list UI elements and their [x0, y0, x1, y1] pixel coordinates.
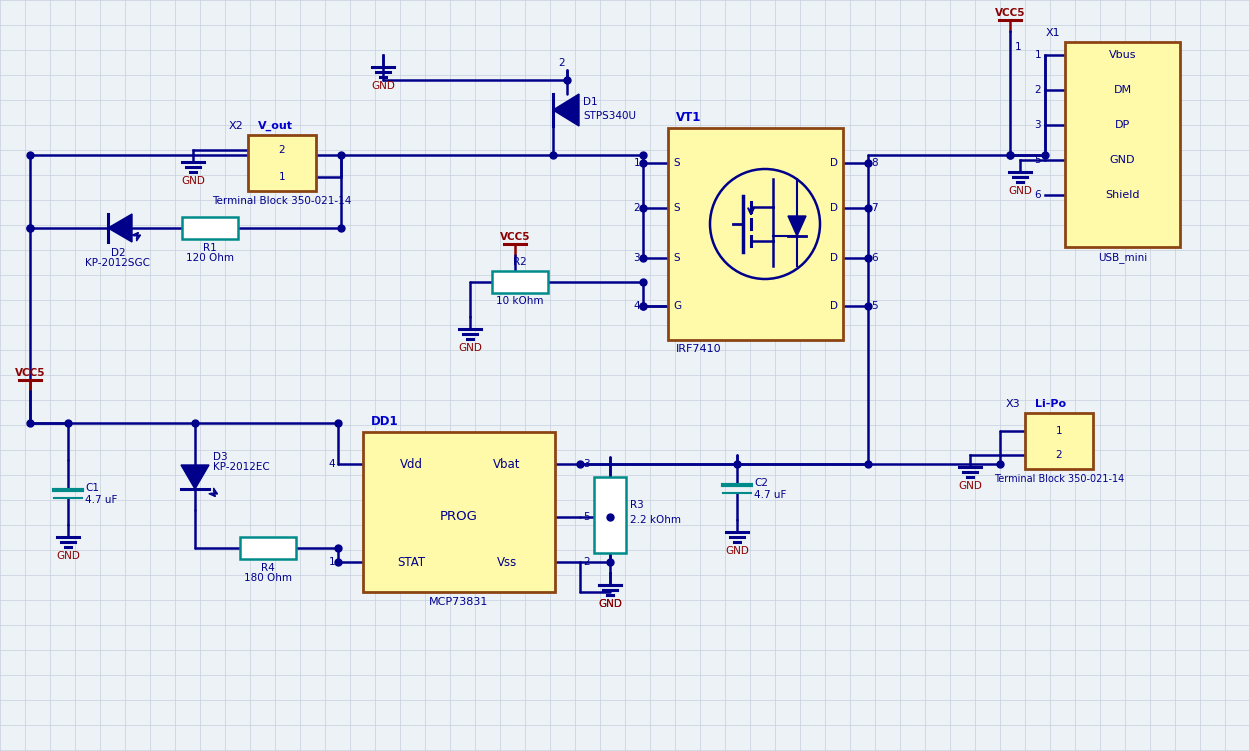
Text: X3: X3 [1005, 399, 1020, 409]
Text: 2: 2 [1055, 450, 1063, 460]
Text: S: S [673, 253, 679, 263]
Text: S: S [673, 158, 679, 168]
Text: 6: 6 [1034, 190, 1040, 200]
Text: 2: 2 [633, 203, 639, 213]
Text: Terminal Block 350-021-14: Terminal Block 350-021-14 [212, 196, 352, 206]
Text: D: D [831, 301, 838, 311]
Text: D: D [831, 158, 838, 168]
Text: 4.7 uF: 4.7 uF [754, 490, 787, 500]
Text: 6: 6 [871, 253, 878, 263]
Text: 1: 1 [1055, 426, 1063, 436]
Text: VCC5: VCC5 [15, 368, 45, 378]
Text: D: D [831, 253, 838, 263]
Text: V_out: V_out [259, 121, 294, 131]
Text: Vbat: Vbat [493, 457, 521, 470]
Text: 7: 7 [871, 203, 878, 213]
Text: R1: R1 [204, 243, 217, 253]
Text: R3: R3 [629, 500, 643, 510]
Text: DD1: DD1 [371, 415, 398, 428]
Bar [1025, 413, 1093, 469]
Text: 1: 1 [279, 172, 285, 182]
Bar [1065, 42, 1180, 247]
Text: GND: GND [458, 343, 482, 353]
Text: D2: D2 [111, 248, 125, 258]
Text: VT1: VT1 [676, 111, 702, 124]
Text: 5: 5 [871, 301, 878, 311]
Polygon shape [788, 216, 806, 236]
Text: Vss: Vss [497, 556, 517, 569]
Text: 2: 2 [583, 557, 590, 567]
Text: 5: 5 [1034, 155, 1040, 165]
Text: Terminal Block 350-021-14: Terminal Block 350-021-14 [994, 474, 1124, 484]
Text: 1: 1 [328, 557, 335, 567]
Text: PROG: PROG [440, 511, 478, 523]
Text: 2.2 kOhm: 2.2 kOhm [629, 515, 681, 525]
Text: 2: 2 [279, 145, 285, 155]
Text: 2: 2 [558, 58, 566, 68]
Text: X2: X2 [229, 121, 244, 131]
Text: D: D [831, 203, 838, 213]
Bar [492, 271, 548, 293]
Text: Vdd: Vdd [400, 457, 422, 470]
Polygon shape [107, 214, 132, 242]
Text: GND: GND [371, 81, 395, 91]
Bar [595, 477, 626, 553]
Text: Li-Po: Li-Po [1035, 399, 1067, 409]
Text: Vbus: Vbus [1109, 50, 1137, 60]
Bar [240, 537, 296, 559]
Text: Shield: Shield [1105, 190, 1140, 200]
Text: GND: GND [598, 599, 622, 609]
Text: 1: 1 [1015, 42, 1022, 52]
Text: MCP73831: MCP73831 [430, 597, 488, 607]
Text: R2: R2 [513, 257, 527, 267]
Text: VCC5: VCC5 [500, 232, 531, 242]
Text: C1: C1 [85, 483, 99, 493]
Text: GND: GND [598, 599, 622, 609]
Text: 180 Ohm: 180 Ohm [244, 573, 292, 583]
Text: GND: GND [1008, 186, 1032, 196]
Text: IRF7410: IRF7410 [676, 344, 722, 354]
Text: 3: 3 [633, 253, 639, 263]
Text: 2: 2 [1034, 85, 1040, 95]
Text: 5: 5 [583, 512, 590, 522]
Text: GND: GND [1110, 155, 1135, 165]
Bar [182, 217, 239, 239]
Text: 1: 1 [1034, 50, 1040, 60]
Text: KP-2012SGC: KP-2012SGC [85, 258, 150, 268]
Text: GND: GND [181, 176, 205, 186]
Text: STPS340U: STPS340U [583, 111, 636, 121]
Polygon shape [553, 94, 580, 126]
Bar [363, 432, 555, 592]
Text: D3: D3 [214, 452, 227, 462]
Text: G: G [673, 301, 681, 311]
Bar [249, 135, 316, 191]
Text: D1: D1 [583, 97, 597, 107]
Text: 120 Ohm: 120 Ohm [186, 253, 234, 263]
Text: GND: GND [56, 551, 80, 561]
Text: 8: 8 [871, 158, 878, 168]
Text: GND: GND [726, 546, 749, 556]
Text: STAT: STAT [397, 556, 425, 569]
Text: R4: R4 [261, 563, 275, 573]
Text: DM: DM [1113, 85, 1132, 95]
Bar [668, 128, 843, 340]
Text: 1: 1 [633, 158, 639, 168]
Text: GND: GND [958, 481, 982, 491]
Text: 4.7 uF: 4.7 uF [85, 495, 117, 505]
Text: USB_mini: USB_mini [1098, 252, 1147, 263]
Polygon shape [181, 465, 209, 489]
Text: 4: 4 [633, 301, 639, 311]
Text: DP: DP [1115, 120, 1130, 130]
Text: S: S [673, 203, 679, 213]
Text: KP-2012EC: KP-2012EC [214, 462, 270, 472]
Text: 4: 4 [328, 459, 335, 469]
Text: C2: C2 [754, 478, 768, 488]
Text: 10 kOhm: 10 kOhm [496, 296, 543, 306]
Text: 3: 3 [1034, 120, 1040, 130]
Text: VCC5: VCC5 [994, 8, 1025, 18]
Text: 3: 3 [583, 459, 590, 469]
Text: X1: X1 [1045, 28, 1060, 38]
